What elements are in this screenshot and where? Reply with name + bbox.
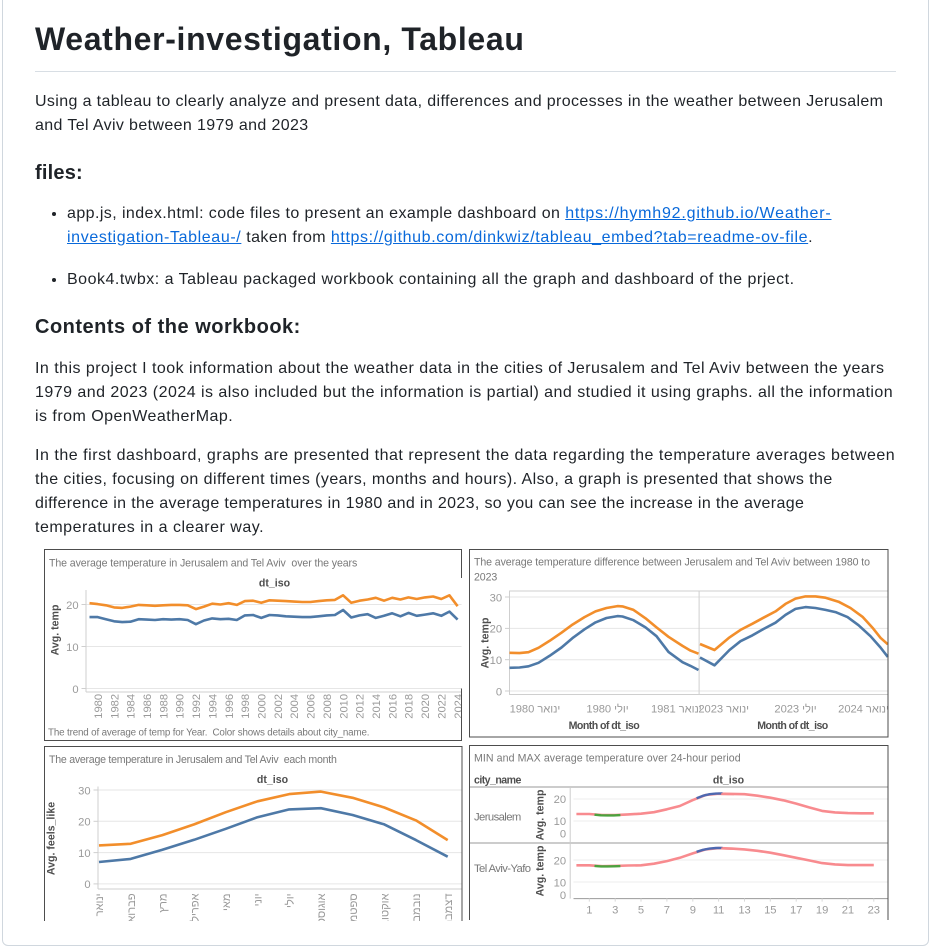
svg-text:נובמבר: נובמבר bbox=[411, 893, 423, 921]
svg-text:2022: 2022 bbox=[436, 694, 448, 719]
svg-text:2023: 2023 bbox=[474, 572, 497, 584]
svg-text:5: 5 bbox=[637, 905, 643, 917]
svg-text:1980 יולי: 1980 יולי bbox=[586, 703, 628, 716]
svg-text:0: 0 bbox=[495, 686, 501, 698]
svg-text:2018: 2018 bbox=[403, 694, 415, 719]
svg-text:2006: 2006 bbox=[305, 694, 317, 719]
svg-text:2014: 2014 bbox=[371, 694, 383, 719]
svg-text:10: 10 bbox=[66, 642, 78, 654]
svg-text:מרץ: מרץ bbox=[157, 893, 169, 912]
svg-text:10: 10 bbox=[78, 847, 90, 859]
svg-text:2008: 2008 bbox=[321, 694, 333, 719]
svg-text:city_name: city_name bbox=[474, 774, 521, 786]
svg-text:10: 10 bbox=[489, 655, 501, 667]
svg-text:20: 20 bbox=[66, 600, 78, 612]
svg-text:1992: 1992 bbox=[191, 694, 203, 719]
svg-text:Avg. temp: Avg. temp bbox=[534, 789, 546, 840]
svg-text:The trend of average of temp f: The trend of average of temp for Year. C… bbox=[48, 728, 369, 739]
svg-text:אוקטובר: אוקטובר bbox=[379, 893, 391, 921]
svg-text:2024 ינואר: 2024 ינואר bbox=[838, 704, 889, 716]
svg-text:2016: 2016 bbox=[387, 694, 399, 719]
svg-text:20: 20 bbox=[489, 624, 501, 636]
svg-text:0: 0 bbox=[559, 828, 565, 840]
svg-text:1994: 1994 bbox=[207, 694, 219, 719]
svg-text:1996: 1996 bbox=[223, 694, 235, 719]
svg-text:20: 20 bbox=[78, 816, 90, 828]
svg-text:30: 30 bbox=[489, 592, 501, 604]
svg-text:Avg. temp: Avg. temp bbox=[479, 617, 491, 668]
svg-text:dt_iso: dt_iso bbox=[712, 774, 744, 786]
svg-text:0: 0 bbox=[84, 879, 90, 891]
svg-text:13: 13 bbox=[738, 905, 750, 917]
svg-text:1990: 1990 bbox=[174, 694, 186, 719]
svg-text:ספטמבר: ספטמבר bbox=[347, 893, 359, 921]
svg-text:יולי: יולי bbox=[283, 893, 296, 907]
svg-text:dt_iso: dt_iso bbox=[256, 774, 288, 786]
svg-text:10: 10 bbox=[553, 816, 565, 828]
svg-text:1982: 1982 bbox=[109, 694, 121, 719]
svg-text:The average temperature in Jer: The average temperature in Jerusalem and… bbox=[49, 754, 337, 766]
svg-text:2012: 2012 bbox=[354, 694, 366, 719]
svg-text:1986: 1986 bbox=[142, 694, 154, 719]
svg-text:1980 ינואר: 1980 ינואר bbox=[509, 704, 560, 716]
svg-text:3: 3 bbox=[612, 905, 618, 917]
svg-text:2024: 2024 bbox=[452, 694, 462, 719]
svg-text:7: 7 bbox=[663, 905, 669, 917]
svg-text:15: 15 bbox=[764, 905, 776, 917]
svg-text:1998: 1998 bbox=[240, 694, 252, 719]
svg-text:20: 20 bbox=[553, 794, 565, 806]
svg-text:Month of dt_iso: Month of dt_iso bbox=[757, 720, 829, 732]
svg-text:אפריל: אפריל bbox=[188, 893, 201, 921]
svg-text:2002: 2002 bbox=[272, 694, 284, 719]
svg-text:1980: 1980 bbox=[92, 694, 104, 719]
svg-text:Month of dt_iso: Month of dt_iso bbox=[568, 720, 640, 732]
svg-text:The average temperature in Jer: The average temperature in Jerusalem and… bbox=[49, 558, 357, 570]
svg-text:דצמבר: דצמבר bbox=[442, 893, 454, 921]
svg-text:2023 יולי: 2023 יולי bbox=[774, 703, 816, 716]
svg-text:אוגוסט: אוגוסט bbox=[316, 893, 328, 921]
svg-text:Avg. feels_like: Avg. feels_like bbox=[45, 801, 57, 874]
svg-text:2000: 2000 bbox=[256, 694, 268, 719]
svg-text:2004: 2004 bbox=[289, 694, 301, 719]
svg-text:Avg. temp: Avg. temp bbox=[534, 845, 546, 896]
svg-text:מאי: מאי bbox=[221, 893, 233, 910]
svg-text:1: 1 bbox=[586, 905, 592, 917]
svg-text:11: 11 bbox=[712, 905, 724, 917]
svg-text:MIN and MAX average temperatur: MIN and MAX average temperature over 24-… bbox=[474, 753, 741, 765]
svg-text:The average temperature differ: The average temperature difference betwe… bbox=[474, 557, 870, 569]
svg-text:dt_iso: dt_iso bbox=[258, 577, 290, 589]
svg-text:יוני: יוני bbox=[252, 893, 264, 906]
svg-text:20: 20 bbox=[553, 855, 565, 867]
svg-text:פברואר: פברואר bbox=[125, 893, 137, 921]
svg-text:0: 0 bbox=[559, 890, 565, 902]
svg-text:0: 0 bbox=[72, 684, 78, 696]
svg-text:1984: 1984 bbox=[125, 694, 137, 719]
svg-text:Jerusalem: Jerusalem bbox=[474, 812, 521, 824]
svg-text:17: 17 bbox=[790, 905, 802, 917]
svg-text:ינואר: ינואר bbox=[94, 893, 106, 916]
svg-text:30: 30 bbox=[78, 785, 90, 797]
svg-text:21: 21 bbox=[841, 905, 853, 917]
svg-text:2023 ינואר: 2023 ינואר bbox=[698, 704, 749, 716]
svg-text:2020: 2020 bbox=[420, 694, 432, 719]
svg-text:10: 10 bbox=[553, 877, 565, 889]
svg-text:Avg. temp: Avg. temp bbox=[49, 604, 61, 655]
svg-text:23: 23 bbox=[867, 905, 879, 917]
svg-text:1988: 1988 bbox=[158, 694, 170, 719]
svg-text:1981 ינואר: 1981 ינואר bbox=[650, 704, 701, 716]
svg-text:2010: 2010 bbox=[338, 694, 350, 719]
svg-text:9: 9 bbox=[689, 905, 695, 917]
svg-text:Tel Aviv-Yafo: Tel Aviv-Yafo bbox=[474, 863, 531, 875]
svg-text:19: 19 bbox=[815, 905, 827, 917]
